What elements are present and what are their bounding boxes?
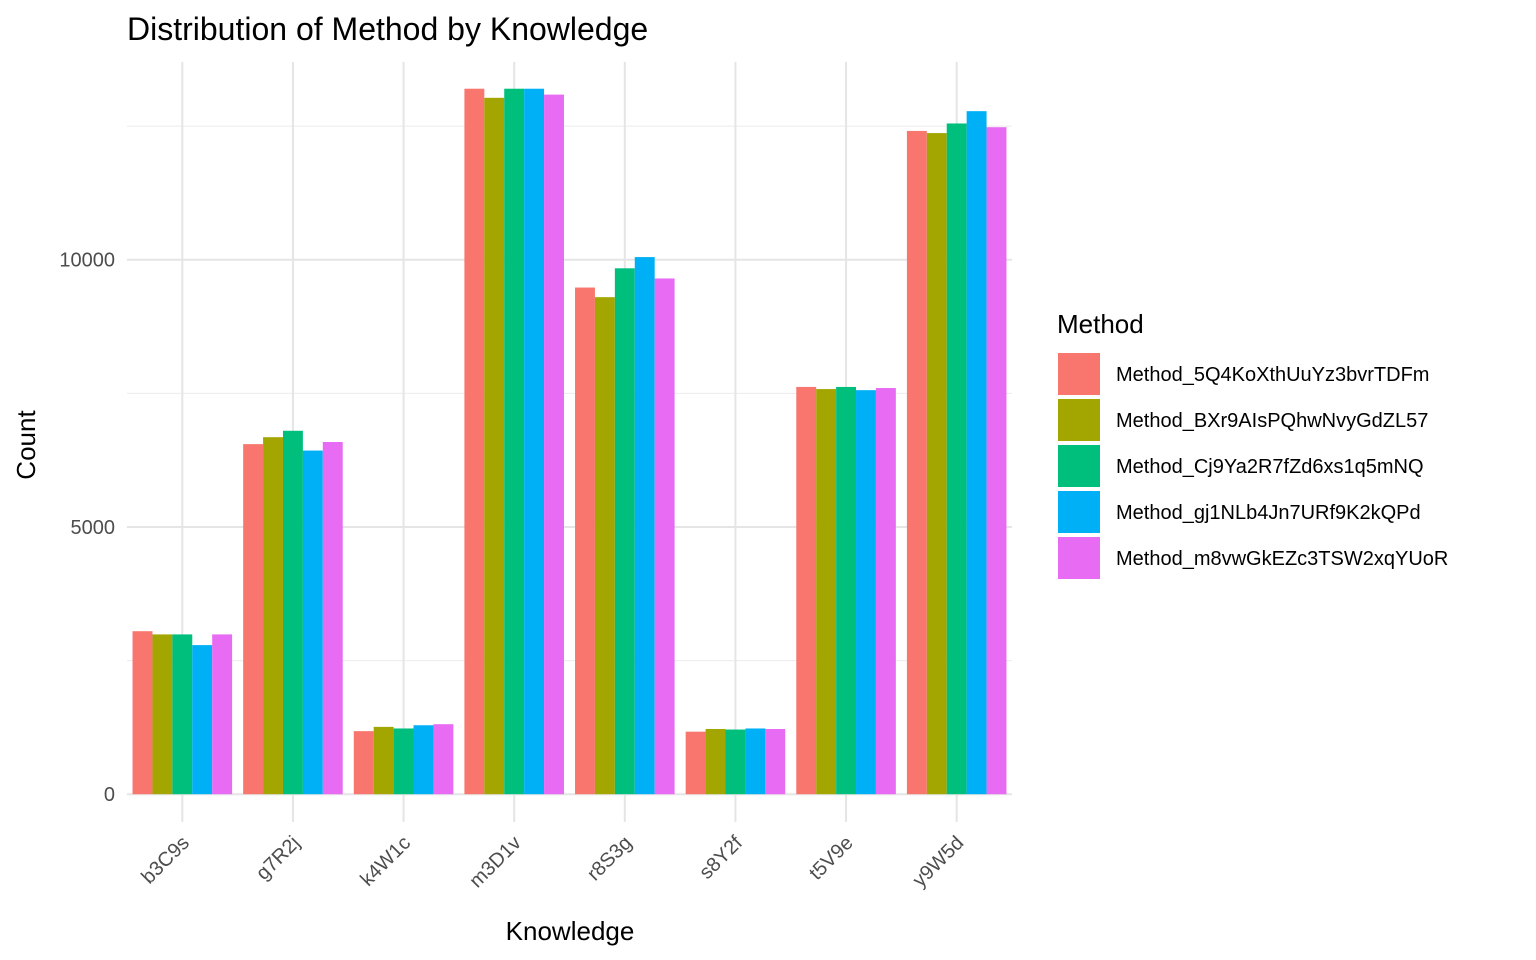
bar-t5V9e-3	[836, 386, 857, 795]
bar-s8Y2f-4	[745, 728, 766, 795]
bar-b3C9s-2	[152, 634, 173, 795]
legend-key-1	[1058, 353, 1100, 395]
legend-label-4: Method_gj1NLb4Jn7URf9K2kQPd	[1116, 502, 1421, 524]
x-tick-label: b3C9s	[137, 832, 193, 888]
y-tick-label: 10000	[59, 250, 115, 272]
bar-k4W1c-1	[353, 731, 374, 795]
x-tick-label: g7R2j	[252, 832, 305, 885]
legend-label-3: Method_Cj9Ya2R7fZd6xs1q5mNQ	[1116, 456, 1424, 478]
y-axis-title: Count	[11, 410, 41, 480]
bar-y9W5d-3	[946, 123, 967, 795]
bar-t5V9e-4	[856, 390, 876, 795]
bar-y9W5d-4	[966, 111, 987, 795]
bar-k4W1c-5	[433, 724, 454, 795]
bar-b3C9s-3	[172, 634, 193, 795]
legend-key-2	[1058, 399, 1100, 441]
bar-r8S3g-2	[594, 297, 615, 795]
bar-s8Y2f-1	[685, 731, 706, 795]
legend-label-2: Method_BXr9AIsPQhwNvyGdZL57	[1116, 410, 1428, 432]
bar-b3C9s-4	[192, 645, 213, 795]
bar-g7R2j-2	[263, 437, 283, 795]
chart-title: Distribution of Method by Knowledge	[127, 11, 648, 47]
x-axis-title: Knowledge	[506, 916, 635, 946]
legend-label-5: Method_m8vwGkEZc3TSW2xqYUoR	[1116, 548, 1448, 570]
bars	[132, 88, 1007, 795]
bar-r8S3g-5	[654, 278, 675, 795]
bar-r8S3g-4	[634, 257, 655, 795]
bar-m3D1v-1	[464, 88, 485, 795]
bar-y9W5d-1	[906, 130, 927, 795]
bar-m3D1v-4	[524, 88, 545, 795]
bar-s8Y2f-2	[705, 729, 726, 795]
legend-label-1: Method_5Q4KoXthUuYz3bvrTDFm	[1116, 364, 1429, 386]
bar-m3D1v-5	[544, 94, 564, 795]
x-tick-label: s8Y2f	[695, 832, 747, 884]
bar-k4W1c-2	[373, 726, 394, 795]
bar-m3D1v-2	[484, 97, 505, 795]
bar-g7R2j-1	[243, 444, 264, 795]
legend-title: Method	[1057, 309, 1144, 339]
bar-r8S3g-3	[614, 268, 635, 795]
x-tick-label: r8S3g	[583, 832, 636, 885]
legend-key-4	[1058, 491, 1100, 533]
bar-t5V9e-1	[796, 386, 817, 795]
bar-k4W1c-4	[413, 725, 434, 795]
bar-t5V9e-5	[875, 388, 896, 795]
bar-y9W5d-2	[926, 133, 947, 795]
y-axis-ticks: 0 5000 10000	[59, 250, 115, 806]
x-tick-label: m3D1v	[465, 832, 525, 892]
x-tick-label: t5V9e	[805, 832, 858, 885]
bar-g7R2j-3	[282, 430, 303, 795]
bar-y9W5d-5	[986, 127, 1007, 795]
y-tick-label: 0	[104, 784, 115, 806]
bar-g7R2j-5	[322, 442, 343, 795]
legend: Method Method_5Q4KoXthUuYz3bvrTDFm Method…	[1057, 309, 1448, 579]
bar-s8Y2f-5	[765, 729, 786, 795]
x-tick-label: k4W1c	[356, 832, 415, 891]
y-tick-label: 5000	[71, 517, 116, 539]
bar-b3C9s-5	[212, 634, 233, 795]
x-axis-ticks: b3C9s g7R2j k4W1c m3D1v r8S3g s8Y2f t5V9e y9W5d	[137, 832, 968, 893]
legend-key-5	[1058, 537, 1100, 579]
bar-t5V9e-2	[816, 389, 837, 795]
bar-k4W1c-3	[393, 728, 414, 795]
bar-r8S3g-1	[575, 287, 595, 795]
x-tick-label: y9W5d	[909, 832, 969, 892]
bar-m3D1v-3	[504, 88, 525, 795]
bar-b3C9s-1	[132, 631, 153, 795]
legend-key-3	[1058, 445, 1100, 487]
bar-s8Y2f-3	[725, 729, 746, 795]
bar-g7R2j-4	[302, 450, 323, 795]
